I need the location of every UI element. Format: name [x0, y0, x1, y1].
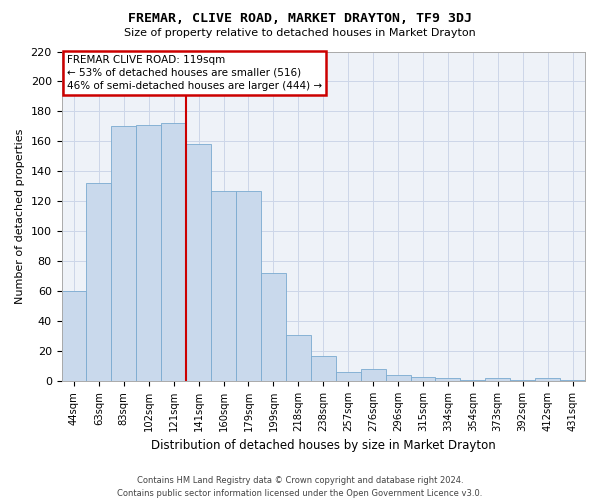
Bar: [211, 191, 236, 381]
Bar: [236, 191, 261, 381]
Bar: [86, 184, 112, 381]
Bar: [112, 126, 136, 381]
Bar: [410, 376, 436, 381]
Y-axis label: Number of detached properties: Number of detached properties: [15, 128, 25, 304]
Bar: [161, 124, 186, 381]
Text: Contains HM Land Registry data © Crown copyright and database right 2024.
Contai: Contains HM Land Registry data © Crown c…: [118, 476, 482, 498]
Bar: [510, 380, 535, 381]
Text: FREMAR CLIVE ROAD: 119sqm
← 53% of detached houses are smaller (516)
46% of semi: FREMAR CLIVE ROAD: 119sqm ← 53% of detac…: [67, 55, 322, 91]
Bar: [535, 378, 560, 381]
Bar: [460, 380, 485, 381]
X-axis label: Distribution of detached houses by size in Market Drayton: Distribution of detached houses by size …: [151, 440, 496, 452]
Bar: [311, 356, 336, 381]
Bar: [386, 375, 410, 381]
Bar: [336, 372, 361, 381]
Text: FREMAR, CLIVE ROAD, MARKET DRAYTON, TF9 3DJ: FREMAR, CLIVE ROAD, MARKET DRAYTON, TF9 …: [128, 12, 472, 26]
Bar: [62, 291, 86, 381]
Bar: [261, 273, 286, 381]
Bar: [436, 378, 460, 381]
Bar: [136, 125, 161, 381]
Text: Size of property relative to detached houses in Market Drayton: Size of property relative to detached ho…: [124, 28, 476, 38]
Bar: [485, 378, 510, 381]
Bar: [560, 380, 585, 381]
Bar: [186, 144, 211, 381]
Bar: [361, 369, 386, 381]
Bar: [286, 334, 311, 381]
